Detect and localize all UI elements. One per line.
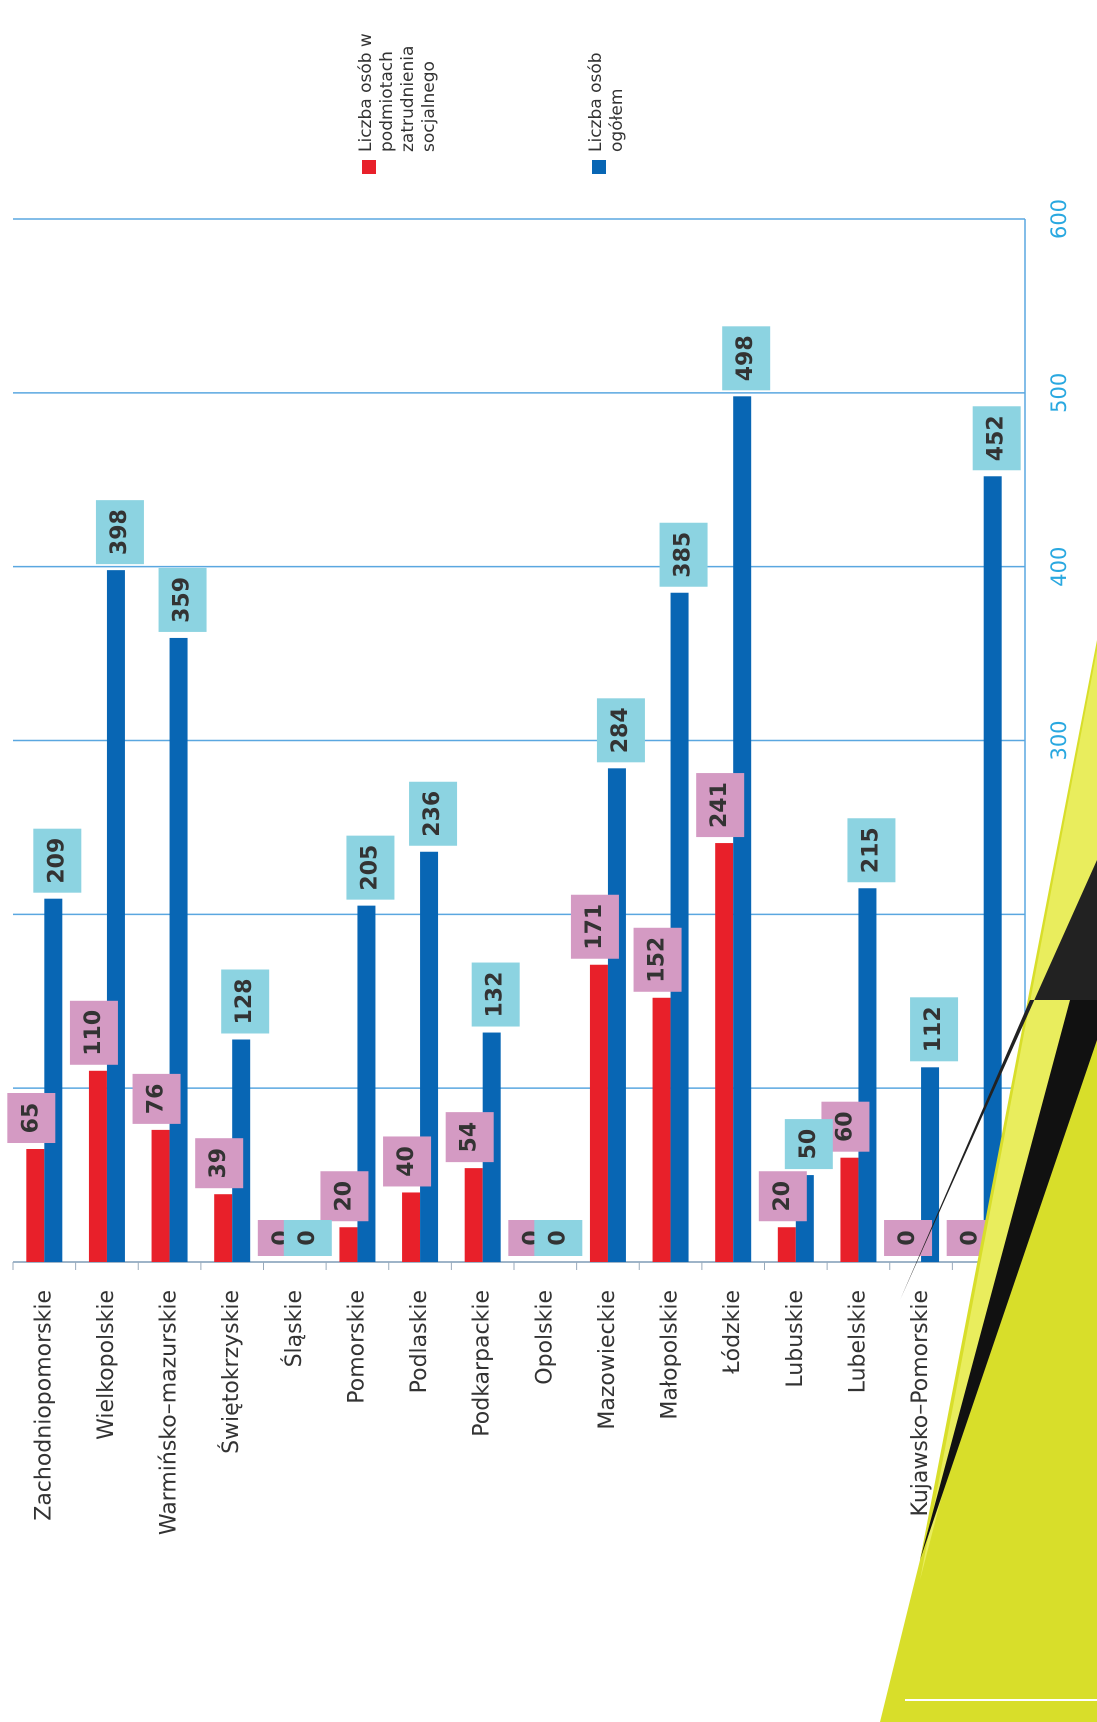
bar [44,899,62,1262]
bar [840,1158,858,1262]
bar [339,1227,357,1262]
value-label: 50 [796,1129,821,1160]
value-label: 284 [608,707,633,753]
value-label: 39 [206,1148,231,1179]
x-tick-label: Małopolskie [658,1290,683,1420]
value-label: 132 [483,972,508,1018]
value-label: 215 [858,827,883,873]
y-tick-label: 300 [1047,720,1071,760]
bar [984,476,1002,1262]
x-tick-label: Warmińsko–mazurskie [157,1290,182,1535]
x-tick-label: Wielkopolskie [94,1290,119,1440]
bar [214,1194,232,1262]
bar [402,1192,420,1262]
x-tick-label: Podlaskie [407,1290,432,1393]
chart: 0100200300400500600ZachodniopomorskieWie… [0,0,1097,1722]
y-tick-label: 400 [1047,547,1071,587]
x-tick-label: Mazowieckie [595,1290,620,1430]
bar [778,1227,796,1262]
bar [590,965,608,1262]
value-label: 385 [671,532,696,578]
value-label: 76 [144,1084,169,1115]
legend-label: Liczba osób w podmiotach zatrudnienia so… [356,2,440,152]
value-label: 398 [107,509,132,555]
bar [608,768,626,1262]
value-label: 65 [18,1103,43,1134]
bar [89,1071,107,1262]
value-label: 0 [295,1230,320,1245]
value-label: 110 [81,1010,106,1056]
value-label: 236 [420,791,445,837]
value-label: 128 [232,979,257,1025]
value-label: 209 [44,838,69,884]
y-tick-label: 600 [1047,199,1071,239]
legend-label: Liczba osób ogółem [586,2,628,152]
bar [671,593,689,1262]
value-label: 241 [707,782,732,828]
value-label: 60 [832,1111,857,1142]
x-tick-label: Śląskie [281,1290,307,1367]
bar [653,998,671,1262]
value-label: 54 [457,1122,482,1153]
value-label: 20 [331,1181,356,1212]
x-tick-label: Opolskie [532,1290,557,1385]
x-tick-label: Pomorskie [344,1290,369,1404]
x-tick-label: Świętokrzyskie [218,1290,244,1454]
bar [715,843,733,1262]
value-label: 205 [357,845,382,891]
bar [26,1149,44,1262]
value-label: 40 [394,1146,419,1177]
value-label: 359 [170,577,195,623]
x-tick-label: Kujawsko–Pomorskie [908,1290,933,1516]
value-label: 0 [895,1230,920,1245]
value-label: 20 [770,1181,795,1212]
bar [420,852,438,1262]
legend-swatch [362,160,376,174]
bar [170,638,188,1262]
x-tick-label: Podkarpackie [470,1290,495,1437]
value-label: 0 [958,1230,983,1245]
x-tick-label: Łódzkie [720,1290,745,1375]
value-label: 0 [545,1230,570,1245]
legend-swatch [592,160,606,174]
x-tick-label: Lubuskie [783,1290,808,1388]
bar [858,888,876,1262]
x-tick-label: Lubelskie [845,1290,870,1393]
y-tick-label: 500 [1047,373,1071,413]
bar [107,570,125,1262]
value-label: 452 [984,415,1009,461]
bar [152,1130,170,1262]
bar [465,1168,483,1262]
x-tick-label: Zachodniopomorskie [31,1290,56,1521]
value-label: 152 [645,937,670,983]
page: 0100200300400500600ZachodniopomorskieWie… [0,0,1097,1722]
value-label: 498 [733,335,758,381]
value-label: 112 [921,1006,946,1052]
value-label: 171 [582,904,607,950]
